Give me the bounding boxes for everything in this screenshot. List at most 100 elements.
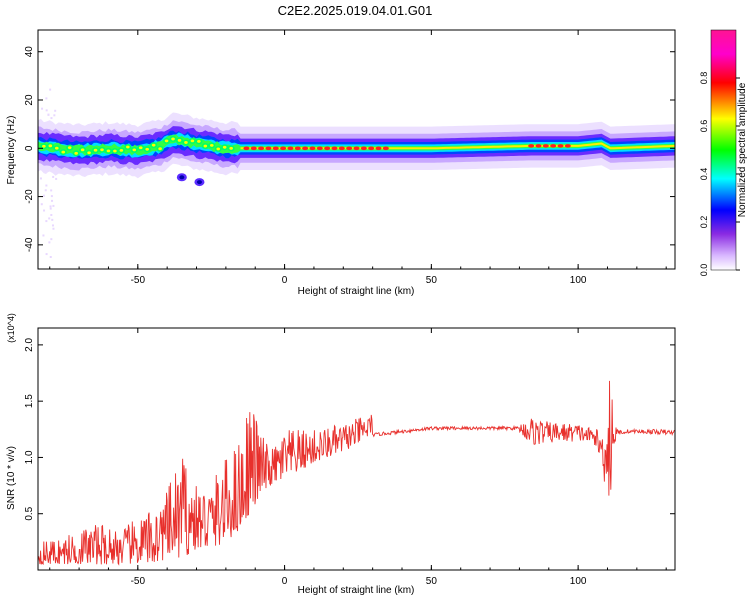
snr-frame [37, 327, 676, 571]
spectrogram-peak [382, 146, 389, 151]
spectrogram-blob-core [151, 143, 156, 147]
spectrogram-blob-core [132, 148, 137, 152]
spectrogram-blob-core [164, 139, 169, 143]
spectrogram-blob-core [203, 144, 208, 148]
spectrogram-blob-core [126, 145, 130, 149]
spectrogram-blob-core [229, 146, 233, 150]
spectrogram-peak [287, 146, 294, 151]
spectrogram-ytick-label: 20 [24, 94, 35, 106]
spectrogram-blob-core [113, 149, 117, 153]
spectrogram-blob-core [145, 147, 149, 151]
colorbar-tick-label: 0.0 [699, 264, 709, 277]
spectrogram-speck [52, 227, 55, 230]
spectrogram-speck [45, 109, 48, 112]
spectrogram-blob-core [80, 148, 85, 152]
spectrogram-speck [50, 238, 53, 241]
colorbar-tick-label: 0.4 [699, 168, 709, 181]
spectrogram-blob-core [54, 146, 59, 150]
spectrogram-ytick-label: 0 [24, 145, 35, 151]
spectrogram-peak [316, 146, 323, 151]
spectrogram-speck [45, 184, 48, 187]
spectrogram-peak [564, 144, 571, 148]
spectrogram-speck [53, 114, 56, 117]
spectrogram-speck [45, 97, 48, 100]
spectrogram-speck [48, 217, 51, 220]
spectrogram-blob-core [93, 148, 98, 152]
spectrogram-peak [557, 144, 564, 148]
spectrogram-peak [294, 146, 301, 151]
spectrogram-peak [250, 146, 257, 151]
spectrogram-isolated-blob-core [179, 175, 185, 180]
spectrogram-xtick-label: -50 [131, 275, 146, 286]
spectrogram-panel: -50 0 50 100 -40 -20 0 20 40 Height of straight … [6, 29, 676, 297]
colorbar-tick-label: 0.6 [699, 120, 709, 133]
spectrogram-peak [258, 146, 265, 151]
snr-xtick-label: 0 [282, 576, 288, 587]
spectrogram-peak [360, 146, 367, 151]
snr-xlabel: Height of straight line (km) [298, 585, 415, 596]
spectrogram-speck [49, 88, 52, 91]
spectrogram-blob-core [216, 147, 221, 151]
colorbar-label: Normalized spectral amplitude [737, 82, 748, 217]
spectrogram-peak [353, 146, 360, 151]
spectrogram-blob-core [209, 143, 214, 147]
spectrogram-peak [265, 146, 272, 151]
spectrogram-speck [45, 220, 48, 223]
spectrogram-peak [542, 144, 549, 148]
spectrogram-blob-core [222, 145, 227, 149]
colorbar: 0.0 0.2 0.4 0.6 0.8 Normalized spectral ampl… [699, 29, 748, 277]
spectrogram-peak [331, 146, 338, 151]
spectrogram-peak [346, 146, 353, 151]
snr-ytick-label: 2.0 [24, 337, 35, 351]
spectrogram-blob-core [119, 148, 124, 152]
spectrogram-ytick-label: 40 [24, 46, 35, 58]
snr-ytick-label: 1.5 [24, 394, 35, 408]
spectrogram-blob-core [74, 151, 78, 155]
snr-xtick-label: 100 [570, 576, 587, 587]
spectrogram-peak [528, 144, 535, 148]
spectrogram-speck [52, 175, 55, 178]
spectrogram-speck [55, 177, 58, 180]
spectrogram-speck [42, 194, 45, 197]
spectrogram-speck [51, 218, 54, 221]
spectrogram-speck [50, 195, 53, 198]
spectrogram-speck [49, 256, 52, 259]
figure-title: C2E2.2025.019.04.01.G01 [278, 3, 433, 18]
snr-panel: -50 0 50 100 0.5 1.0 1.5 2.0 Height of straight… [6, 313, 676, 596]
spectrogram-speck [48, 241, 51, 244]
spectrogram-peak [272, 146, 279, 151]
spectrogram-peak [375, 146, 382, 151]
snr-series-line [38, 380, 675, 566]
spectrogram-speck [42, 234, 45, 237]
spectrogram-speck [50, 213, 53, 216]
spectrogram-peak [535, 144, 542, 148]
spectrogram-speck [43, 209, 46, 212]
spectrogram-speck [50, 117, 53, 120]
spectrogram-peak [324, 146, 331, 151]
spectrogram-speck [49, 207, 52, 210]
spectrogram-xtick-label: 100 [570, 275, 587, 286]
spectrogram-speck [54, 109, 57, 112]
spectrogram-speck [39, 177, 42, 180]
spectrogram-ylabel: Frequency (Hz) [6, 116, 17, 185]
spectrogram-xtick-label: 50 [426, 275, 438, 286]
colorbar-gradient [710, 29, 737, 271]
spectrogram-xtick-label: 0 [282, 275, 288, 286]
snr-xtick-label: 50 [426, 576, 438, 587]
spectrogram-peak [338, 146, 345, 151]
spectrogram-peak [550, 144, 557, 148]
spectrogram-blob-core [158, 147, 162, 151]
spectrogram-blob-core [42, 144, 46, 148]
spectrogram-blob-core [106, 149, 111, 153]
spectrogram-speck [49, 205, 52, 208]
spectrogram-blob-core [48, 144, 53, 148]
spectrogram-blob-core [100, 148, 104, 152]
snr-xtick-label: -50 [131, 576, 146, 587]
spectrogram-blob-core [190, 139, 195, 143]
snr-ytick-label: 1.0 [24, 450, 35, 464]
spectrogram-peak [302, 146, 309, 151]
spectrogram-peak [368, 146, 375, 151]
colorbar-tick-label: 0.8 [699, 72, 709, 85]
spectrogram-speck [44, 189, 47, 192]
